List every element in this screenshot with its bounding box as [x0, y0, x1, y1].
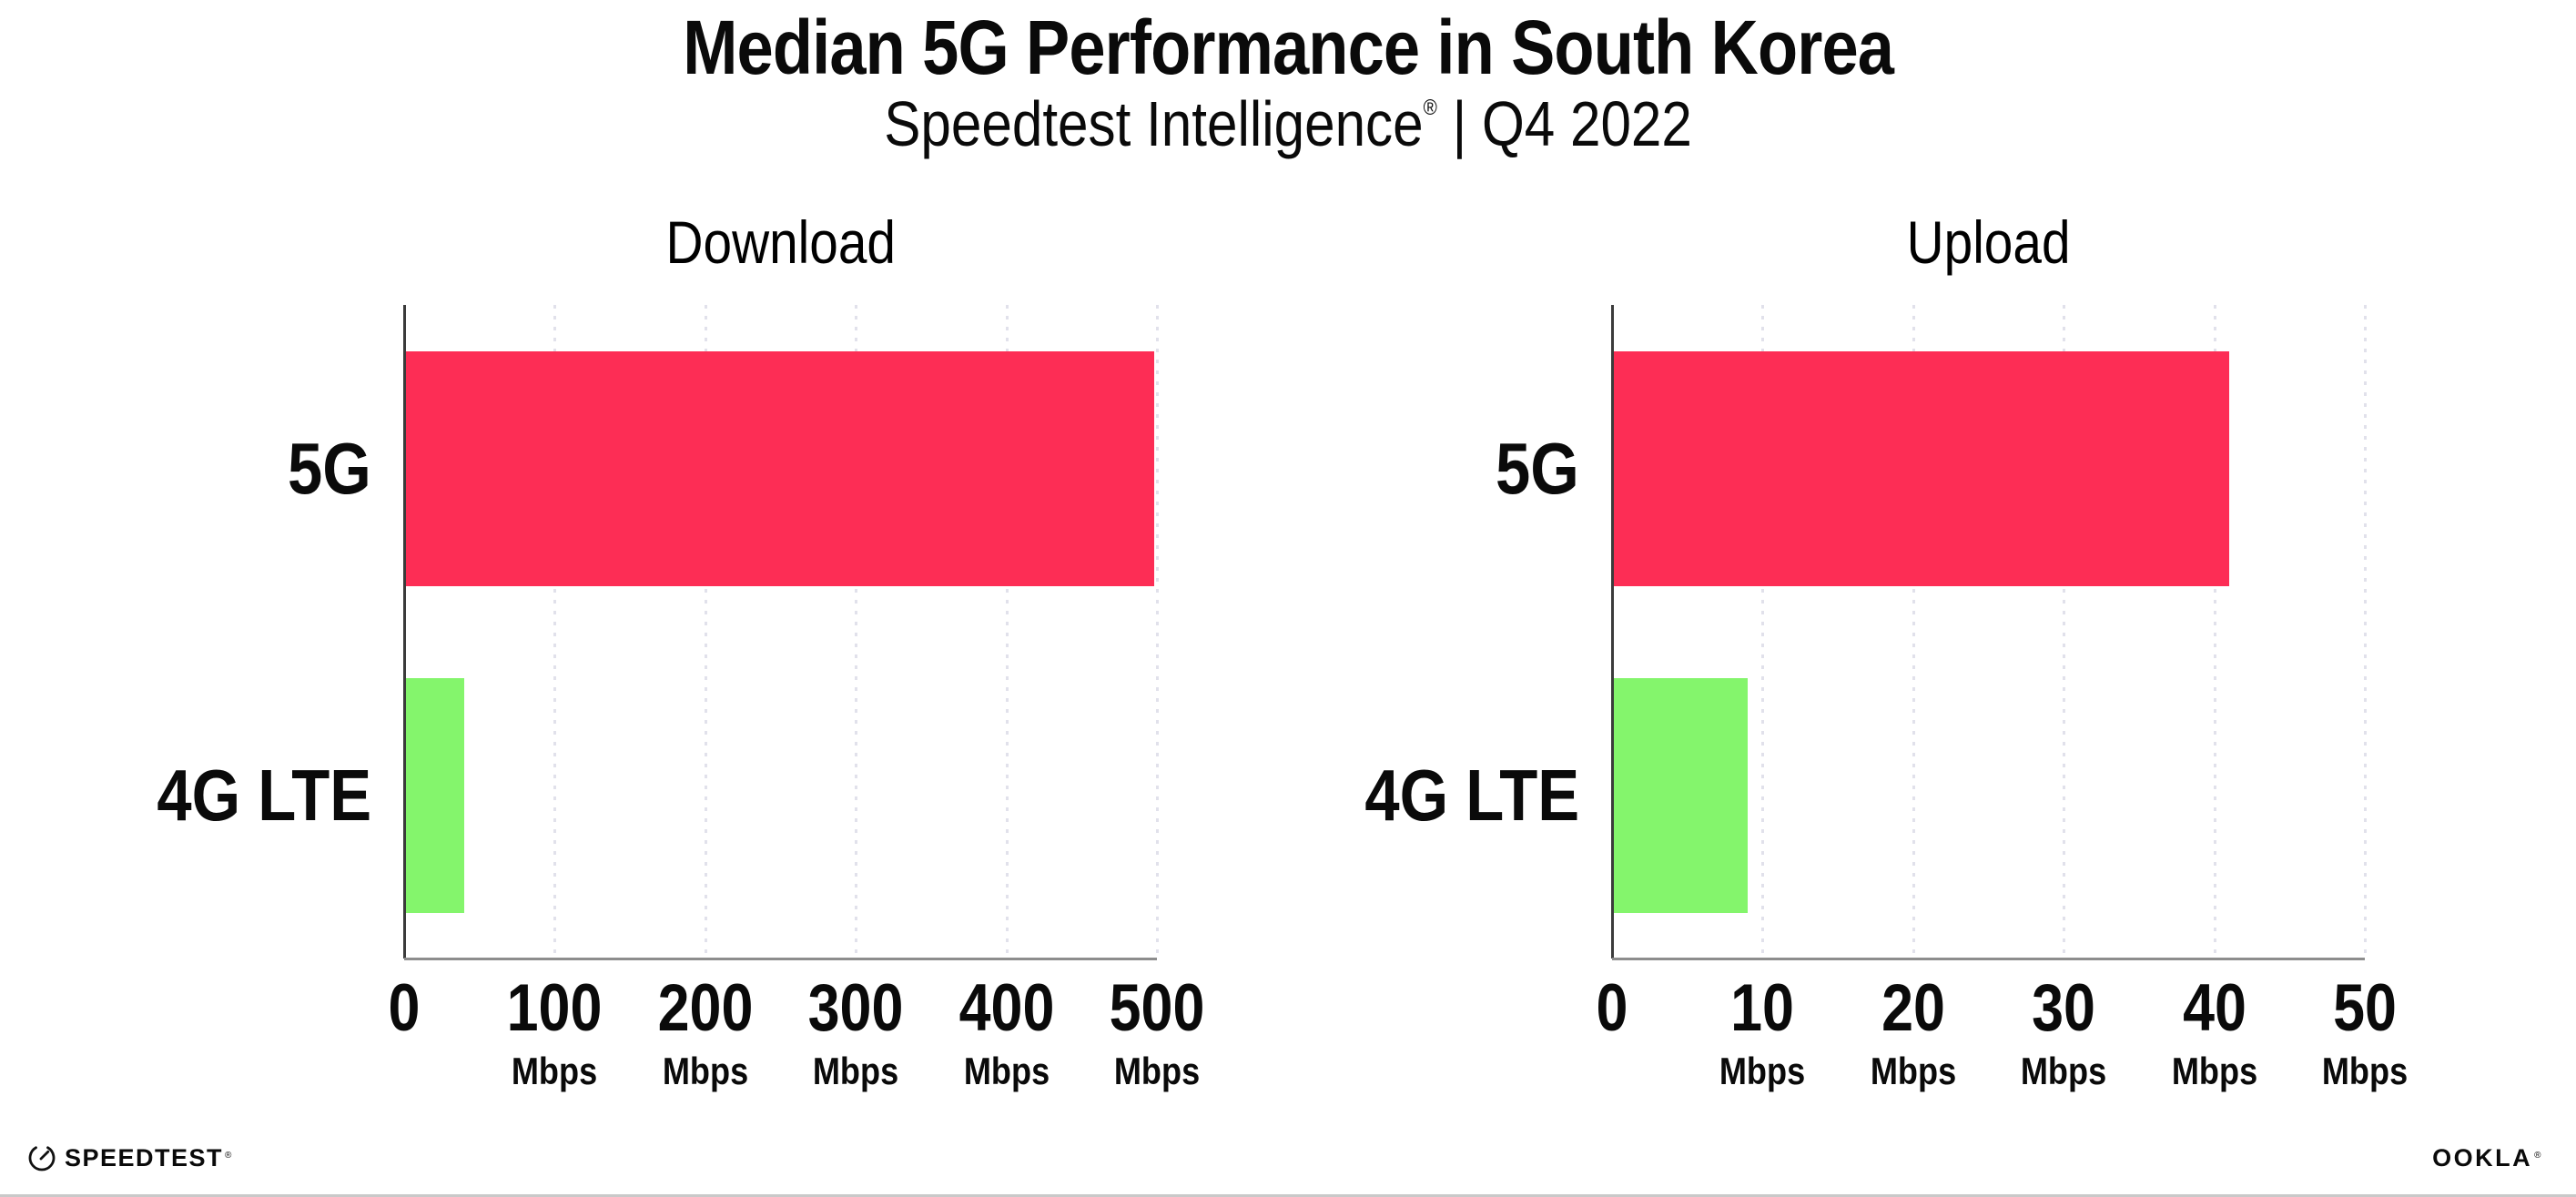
y-axis-line: [403, 305, 406, 959]
tick-value: 30: [2032, 971, 2096, 1045]
x-tick-label: 500 Mbps: [1101, 975, 1212, 1090]
download-chart: Download 0 100 Mbps 200 Mbps 300 Mbps 400 Mbps 500…: [157, 212, 1204, 1090]
subtitle-brand: Speedtest Intelligence: [884, 88, 1424, 159]
category-label-text: 5G: [1496, 428, 1579, 509]
x-axis-line: [1612, 958, 2365, 960]
speedtest-wordmark: SPEEDTEST ®: [65, 1143, 233, 1172]
x-tick-label: 30 Mbps: [2013, 975, 2114, 1090]
tick-value: 40: [2182, 971, 2246, 1045]
tick-unit: Mbps: [2321, 1050, 2409, 1092]
page-title-text: Median 5G Performance in South Korea: [683, 5, 1894, 90]
chart-title-text: Upload: [1906, 208, 2071, 276]
ookla-registered-mark: ®: [2534, 1151, 2543, 1161]
x-tick-label: 300 Mbps: [800, 975, 911, 1090]
x-tick-label: 20 Mbps: [1863, 975, 1963, 1090]
category-label-text: 4G LTE: [157, 755, 371, 836]
page-subtitle: Speedtest Intelligence® | Q4 2022: [0, 88, 2576, 159]
tick-unit: Mbps: [963, 1050, 1050, 1092]
gridline: [1156, 305, 1159, 959]
registered-mark: ®: [1423, 96, 1437, 120]
bar-4g-lte: [1612, 678, 1748, 913]
x-axis-line: [404, 958, 1157, 960]
speedtest-gauge-icon: [28, 1146, 56, 1172]
x-tick-label: 0: [386, 975, 423, 1041]
tick-value: 100: [507, 971, 603, 1045]
chart-title-text: Download: [665, 208, 896, 276]
category-label-5g: 5G: [1161, 427, 1579, 511]
tick-value: 0: [1596, 971, 1628, 1045]
category-label-4g-lte: 4G LTE: [0, 754, 371, 837]
ookla-label: OOKLA: [2432, 1144, 2533, 1172]
gridline: [855, 305, 858, 959]
tick-unit: Mbps: [1870, 1050, 1956, 1092]
upload-chart: Upload 0 10 Mbps 20 Mbps 30 Mbps 40 Mbps 50 Mbps 5G 4…: [1364, 212, 2408, 1090]
gridline: [2063, 305, 2066, 959]
chart-title: Download: [404, 212, 1157, 272]
category-label-5g: 5G: [0, 427, 371, 511]
tick-unit: Mbps: [2021, 1050, 2107, 1092]
x-tick-label: 200 Mbps: [650, 975, 761, 1090]
tick-value: 10: [1730, 971, 1795, 1045]
x-tick-label: 10 Mbps: [1713, 975, 1813, 1090]
category-label-text: 4G LTE: [1364, 755, 1579, 836]
tick-unit: Mbps: [662, 1050, 748, 1092]
x-tick-label: 0: [1594, 975, 1631, 1041]
tick-value: 50: [2333, 971, 2397, 1045]
gridline: [1761, 305, 1765, 959]
category-label-text: 5G: [288, 428, 371, 509]
chart-title: Upload: [1612, 212, 2365, 272]
tick-unit: Mbps: [1719, 1050, 1806, 1092]
tick-value: 0: [388, 971, 421, 1045]
page-title: Median 5G Performance in South Korea: [0, 7, 2576, 87]
bar-5g: [404, 351, 1154, 586]
gridline: [2364, 305, 2367, 959]
gridline: [2213, 305, 2216, 959]
speedtest-logo: SPEEDTEST ®: [27, 1143, 233, 1172]
bar-5g: [1612, 351, 2230, 586]
tick-value: 400: [958, 971, 1054, 1045]
speedtest-label: SPEEDTEST: [65, 1143, 224, 1172]
subtitle-text: Speedtest Intelligence® | Q4 2022: [884, 88, 1692, 159]
bar-4g-lte: [404, 678, 465, 913]
tick-unit: Mbps: [813, 1050, 899, 1092]
x-tick-label: 100 Mbps: [499, 975, 610, 1090]
x-tick-label: 40 Mbps: [2165, 975, 2265, 1090]
y-axis-line: [1611, 305, 1614, 959]
category-label-4g-lte: 4G LTE: [1161, 754, 1579, 837]
gridline: [1912, 305, 1915, 959]
gridline: [1005, 305, 1009, 959]
gridline: [704, 305, 707, 959]
tick-value: 500: [1109, 971, 1205, 1045]
tick-unit: Mbps: [512, 1050, 598, 1092]
tick-value: 200: [657, 971, 754, 1045]
tick-value: 20: [1881, 971, 1945, 1045]
speedtest-registered-mark: ®: [225, 1150, 233, 1161]
tick-unit: Mbps: [1113, 1050, 1201, 1092]
tick-unit: Mbps: [2171, 1050, 2257, 1092]
x-tick-label: 50 Mbps: [2315, 975, 2415, 1090]
x-tick-label: 400 Mbps: [951, 975, 1062, 1090]
subtitle-period: | Q4 2022: [1436, 88, 1692, 159]
tick-value: 300: [807, 971, 904, 1045]
gridline: [553, 305, 557, 959]
ookla-logo: OOKLA ®: [2432, 1146, 2543, 1171]
